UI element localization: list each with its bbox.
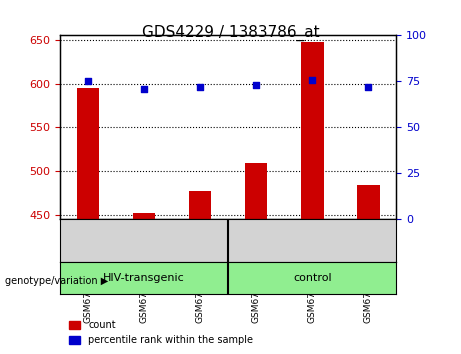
Point — [365, 84, 372, 90]
Bar — [77, 88, 99, 219]
Text: HIV-transgenic: HIV-transgenic — [103, 273, 185, 283]
Point — [84, 79, 92, 84]
Text: genotype/variation ▶: genotype/variation ▶ — [5, 276, 108, 286]
Text: control: control — [293, 273, 331, 283]
Bar — [301, 41, 324, 219]
Bar — [357, 185, 379, 219]
Point — [140, 86, 148, 92]
Bar — [189, 190, 211, 219]
Point — [309, 77, 316, 82]
Point — [253, 82, 260, 88]
Bar — [133, 213, 155, 219]
Text: GDS4229 / 1383786_at: GDS4229 / 1383786_at — [142, 25, 319, 41]
Bar — [245, 162, 267, 219]
Point — [196, 84, 204, 90]
Legend: count, percentile rank within the sample: count, percentile rank within the sample — [65, 316, 257, 349]
